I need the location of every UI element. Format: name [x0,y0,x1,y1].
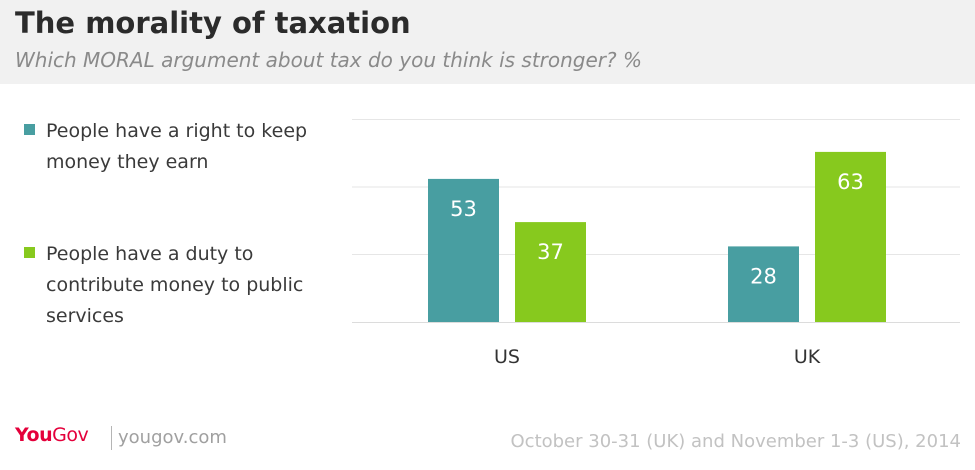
data-label: 53 [450,197,477,221]
data-label: 28 [750,264,777,288]
chart-subtitle: Which MORAL argument about tax do you th… [15,48,642,72]
bar-us-series-2 [515,222,586,322]
logo-you: You [15,424,53,446]
legend-swatch [24,124,35,135]
x-tick-label-uk: UK [794,346,821,368]
yougov-logo[interactable]: YouGov [15,424,89,446]
header-band: The morality of taxation Which MORAL arg… [0,0,975,84]
logo-gov: Gov [52,424,89,446]
legend-swatch [24,247,35,258]
legend-label: People have a right to keep money they e… [46,120,308,173]
legend-label: People have a duty to contribute money t… [46,243,304,327]
data-label: 37 [537,240,564,264]
data-label: 63 [837,170,864,194]
bar-uk-series-2 [815,151,886,322]
bar-uk-series-1 [728,246,799,322]
bar-us-series-1 [428,178,499,322]
footer-date: October 30-31 (UK) and November 1-3 (US)… [510,431,962,452]
chart-title: The morality of taxation [15,6,411,40]
footer-divider [111,426,112,450]
footer-site-link[interactable]: yougov.com [118,427,227,448]
x-tick-label-us: US [494,346,520,368]
